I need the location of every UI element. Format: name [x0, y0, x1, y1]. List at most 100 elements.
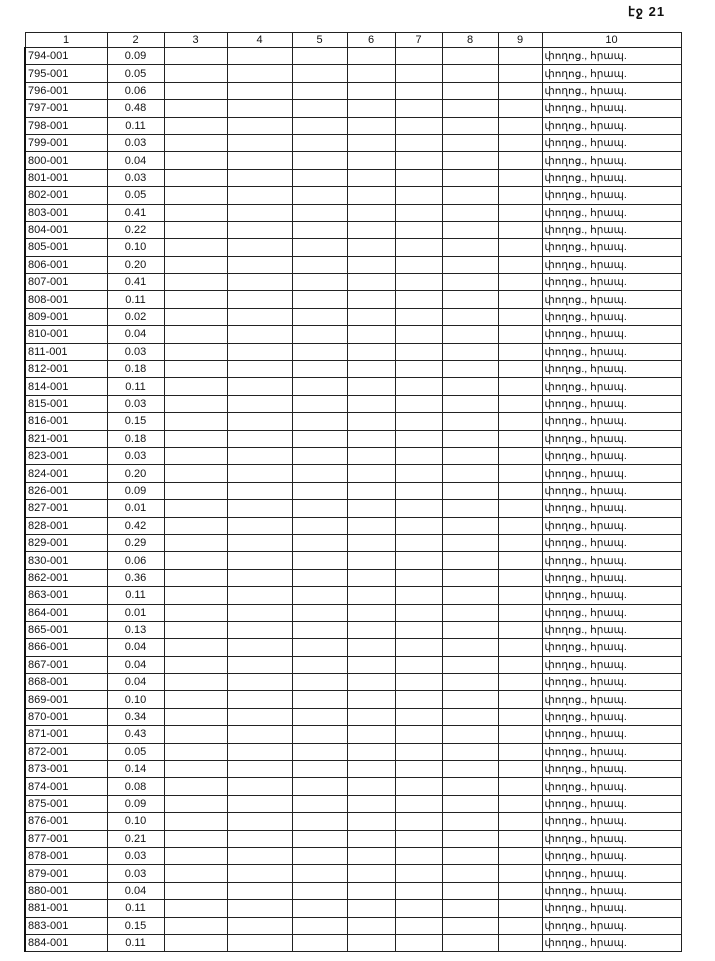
- parcel-code: 877-001: [24, 829, 108, 848]
- column-header-5: 5: [291, 32, 348, 48]
- parcel-code: 809-001: [24, 307, 108, 327]
- empty-cell: [497, 220, 543, 240]
- empty-cell: [291, 46, 348, 66]
- table-row: 809-001 0.02 փողոց., հրապ.: [24, 307, 682, 327]
- empty-cell: [441, 412, 499, 431]
- parcel-code: 812-001: [24, 360, 108, 379]
- empty-cell: [346, 794, 396, 814]
- empty-cell: [394, 846, 443, 866]
- land-use: փողոց., հրապ.: [541, 881, 682, 901]
- empty-cell: [226, 533, 293, 553]
- empty-cell: [163, 325, 228, 344]
- empty-cell: [226, 899, 293, 918]
- area-value: 0.05: [106, 64, 165, 83]
- table-row: 807-001 0.41 փողոց., հրապ.: [24, 273, 682, 292]
- empty-cell: [291, 325, 348, 344]
- empty-cell: [291, 812, 348, 831]
- parcel-code: 802-001: [24, 186, 108, 205]
- empty-cell: [497, 620, 543, 640]
- empty-cell: [226, 760, 293, 779]
- land-use: փողոց., հրապ.: [541, 690, 682, 709]
- empty-cell: [346, 620, 396, 640]
- empty-cell: [291, 933, 348, 953]
- empty-cell: [394, 342, 443, 362]
- empty-cell: [497, 864, 543, 883]
- empty-cell: [163, 603, 228, 622]
- parcel-code: 824-001: [24, 464, 108, 483]
- empty-cell: [346, 186, 396, 205]
- empty-cell: [226, 481, 293, 501]
- empty-cell: [497, 46, 543, 66]
- empty-cell: [226, 568, 293, 588]
- empty-cell: [226, 777, 293, 796]
- empty-cell: [226, 360, 293, 379]
- land-use: փողոց., հրապ.: [541, 742, 682, 762]
- empty-cell: [441, 933, 499, 953]
- empty-cell: [291, 794, 348, 814]
- parcel-code: 815-001: [24, 394, 108, 414]
- empty-cell: [226, 829, 293, 848]
- empty-cell: [441, 203, 499, 222]
- empty-cell: [441, 586, 499, 605]
- parcel-table: 1 2 3 4 5 6 7 8 9 10 794-001 0.09 փողոց., հրապ. 795-…: [24, 32, 682, 953]
- empty-cell: [291, 603, 348, 622]
- empty-cell: [441, 551, 499, 570]
- parcel-code: 830-001: [24, 551, 108, 570]
- area-value: 0.11: [106, 116, 165, 135]
- empty-cell: [441, 464, 499, 483]
- empty-cell: [497, 777, 543, 796]
- empty-cell: [226, 812, 293, 831]
- area-value: 0.18: [106, 360, 165, 379]
- empty-cell: [346, 742, 396, 762]
- area-value: 0.48: [106, 99, 165, 118]
- table-row: 811-001 0.03 փողոց., հրապ.: [24, 342, 682, 362]
- empty-cell: [441, 133, 499, 153]
- empty-cell: [291, 881, 348, 901]
- parcel-code: 869-001: [24, 690, 108, 709]
- empty-cell: [441, 620, 499, 640]
- area-value: 0.18: [106, 429, 165, 448]
- land-use: փողոց., հրապ.: [541, 64, 682, 83]
- empty-cell: [497, 899, 543, 918]
- land-use: փողոց., հրապ.: [541, 777, 682, 796]
- parcel-code: 795-001: [24, 64, 108, 83]
- empty-cell: [163, 673, 228, 692]
- land-use: փողոց., հրապ.: [541, 551, 682, 570]
- land-use: փողոց., հրապ.: [541, 864, 682, 883]
- empty-cell: [441, 812, 499, 831]
- land-use: փողոց., հրապ.: [541, 829, 682, 848]
- parcel-code: 814-001: [24, 377, 108, 396]
- land-use: փողոց., հրապ.: [541, 916, 682, 935]
- empty-cell: [497, 481, 543, 501]
- empty-cell: [394, 429, 443, 448]
- empty-cell: [497, 133, 543, 153]
- empty-cell: [441, 186, 499, 205]
- empty-cell: [291, 186, 348, 205]
- empty-cell: [291, 638, 348, 657]
- area-value: 0.04: [106, 638, 165, 657]
- land-use: փողոց., հրապ.: [541, 673, 682, 692]
- land-use: փողոց., հրապ.: [541, 360, 682, 379]
- empty-cell: [163, 690, 228, 709]
- empty-cell: [497, 342, 543, 362]
- empty-cell: [441, 673, 499, 692]
- empty-cell: [346, 273, 396, 292]
- table-row: 881-001 0.11 փողոց., հրապ.: [24, 899, 682, 918]
- empty-cell: [394, 690, 443, 709]
- parcel-code: 807-001: [24, 273, 108, 292]
- empty-cell: [346, 255, 396, 275]
- empty-cell: [163, 394, 228, 414]
- land-use: փողոց., հրապ.: [541, 273, 682, 292]
- parcel-code: 797-001: [24, 99, 108, 118]
- empty-cell: [226, 81, 293, 101]
- table-row: 823-001 0.03 փողոց., հրապ.: [24, 446, 682, 466]
- empty-cell: [226, 464, 293, 483]
- page-number: էջ 21: [628, 4, 666, 19]
- empty-cell: [394, 203, 443, 222]
- area-value: 0.42: [106, 516, 165, 535]
- empty-cell: [226, 516, 293, 535]
- empty-cell: [346, 899, 396, 918]
- empty-cell: [163, 133, 228, 153]
- empty-cell: [346, 412, 396, 431]
- column-header-9: 9: [497, 32, 543, 48]
